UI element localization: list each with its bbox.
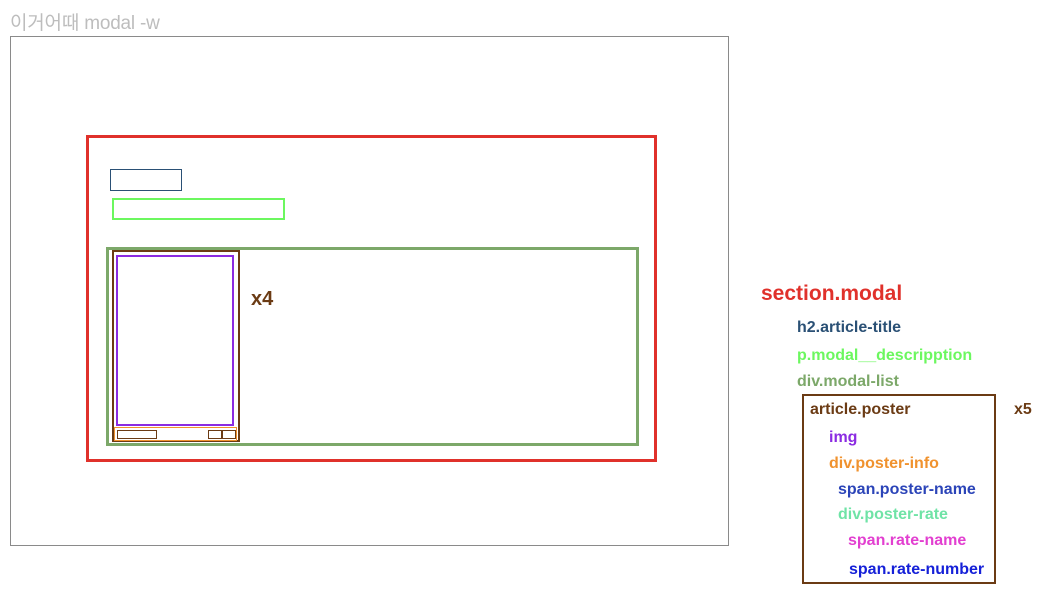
legend-img: img <box>829 429 858 446</box>
legend-poster-rate: div.poster-rate <box>838 506 948 523</box>
poster-name-box <box>117 430 157 439</box>
section-modal-box <box>86 135 657 462</box>
modal-list-box <box>106 247 639 446</box>
legend-article-poster: article.poster <box>810 401 911 418</box>
poster-info-box <box>114 427 237 441</box>
legend-article-title: h2.article-title <box>797 319 902 336</box>
legend-poster-multiplier: x5 <box>1014 401 1032 418</box>
article-title-box <box>110 169 182 191</box>
rate-name-box <box>208 430 222 439</box>
poster-multiplier-label: x4 <box>251 288 274 310</box>
poster-box <box>112 250 240 442</box>
legend-modal-list: div.modal-list <box>797 373 899 390</box>
wireframe-canvas <box>10 36 729 546</box>
legend-poster-group-box <box>802 394 996 584</box>
legend-rate-number: span.rate-number <box>849 561 985 578</box>
poster-img-box <box>116 255 234 426</box>
legend-poster-info: div.poster-info <box>829 455 939 472</box>
legend-poster-name: span.poster-name <box>838 481 976 498</box>
legend-section-modal: section.modal <box>761 282 903 305</box>
page-title: 이거어때 modal -w <box>10 13 160 34</box>
rate-number-box <box>222 430 236 439</box>
legend-rate-name: span.rate-name <box>848 532 967 549</box>
legend-modal-description: p.modal__descripption <box>797 347 973 364</box>
modal-description-box <box>112 198 285 220</box>
